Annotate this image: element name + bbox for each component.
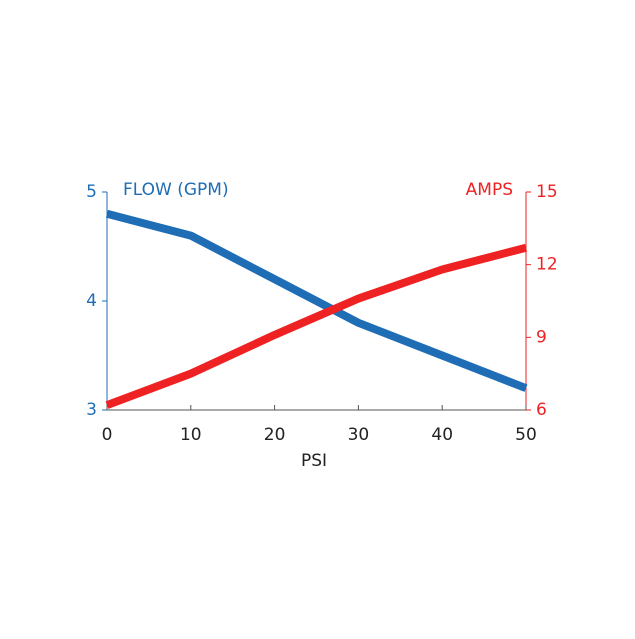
x-tick-label: 20 xyxy=(264,425,286,445)
y2-tick-label: 15 xyxy=(536,182,558,202)
y2-tick-label: 9 xyxy=(536,327,547,347)
x-axis-title: PSI xyxy=(301,451,327,471)
y-tick-label: 4 xyxy=(86,291,97,311)
y2-tick-label: 6 xyxy=(536,400,547,420)
y2-axis-title: AMPS xyxy=(466,180,513,200)
y-tick-label: 3 xyxy=(86,400,97,420)
x-tick-label: 10 xyxy=(180,425,202,445)
y-tick-label: 5 xyxy=(86,182,97,202)
y-axis-title: FLOW (GPM) xyxy=(123,180,229,200)
x-tick-label: 50 xyxy=(515,425,537,445)
y2-tick-label: 12 xyxy=(536,255,558,275)
x-tick-label: 0 xyxy=(102,425,113,445)
x-tick-label: 40 xyxy=(431,425,453,445)
series-line xyxy=(105,243,528,409)
series-line xyxy=(105,209,528,392)
x-tick-label: 30 xyxy=(348,425,370,445)
